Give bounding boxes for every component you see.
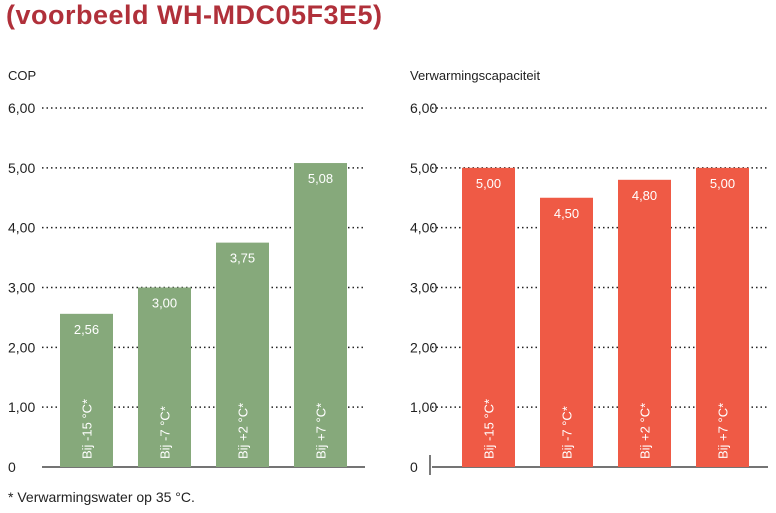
chart-title: COP <box>8 68 36 83</box>
y-tick-label: 5,00 <box>8 160 35 176</box>
bar <box>696 167 749 468</box>
y-tick-label: 0 <box>410 459 418 475</box>
y-tick-label: 6,00 <box>410 100 437 116</box>
bar <box>540 197 593 467</box>
bar <box>138 287 191 467</box>
bar-value-label: 5,08 <box>308 171 333 186</box>
bar-value-label: 5,00 <box>476 176 501 191</box>
y-tick-label: 1,00 <box>410 399 437 415</box>
category-label: Bij +2 °C* <box>638 403 653 459</box>
y-tick-label: 0 <box>8 459 16 475</box>
bar-value-label: 4,80 <box>632 188 657 203</box>
cop-chart: COP 0 1,00 2,00 3,00 4,00 5,00 6,00 2,56 Bij -15 … <box>8 68 365 475</box>
chart-title: Verwarmingscapaciteit <box>410 68 540 83</box>
page-title: (voorbeeld WH-MDC05F3E5) <box>6 0 383 30</box>
footnote: * Verwarmingswater op 35 °C. <box>8 489 195 505</box>
y-tick-label: 4,00 <box>410 220 437 236</box>
category-label: Bij +7 °C* <box>314 403 329 459</box>
category-label: Bij -7 °C* <box>560 406 575 459</box>
bar <box>60 313 113 467</box>
category-label: Bij +7 °C* <box>716 403 731 459</box>
bar <box>294 163 347 467</box>
bar-value-label: 3,00 <box>152 296 177 311</box>
y-tick-label: 4,00 <box>8 220 35 236</box>
bar <box>462 167 515 468</box>
bar-value-label: 2,56 <box>74 322 99 337</box>
y-tick-label: 2,00 <box>410 339 437 355</box>
y-tick-label: 1,00 <box>8 399 35 415</box>
y-tick-label: 3,00 <box>410 280 437 296</box>
y-tick-label: 6,00 <box>8 100 35 116</box>
bar-value-label: 4,50 <box>554 206 579 221</box>
capacity-chart: Verwarmingscapaciteit 0 1,00 2,00 3,00 4,00 5,… <box>410 68 768 475</box>
bar <box>216 242 269 467</box>
category-label: Bij -15 °C* <box>80 399 95 459</box>
bar-value-label: 3,75 <box>230 251 255 266</box>
bar <box>618 179 671 468</box>
y-tick-label: 5,00 <box>410 160 437 176</box>
category-label: Bij -15 °C* <box>482 399 497 459</box>
category-label: Bij +2 °C* <box>236 403 251 459</box>
y-tick-label: 2,00 <box>8 339 35 355</box>
y-tick-label: 3,00 <box>8 280 35 296</box>
bar-value-label: 5,00 <box>710 176 735 191</box>
category-label: Bij -7 °C* <box>158 406 173 459</box>
